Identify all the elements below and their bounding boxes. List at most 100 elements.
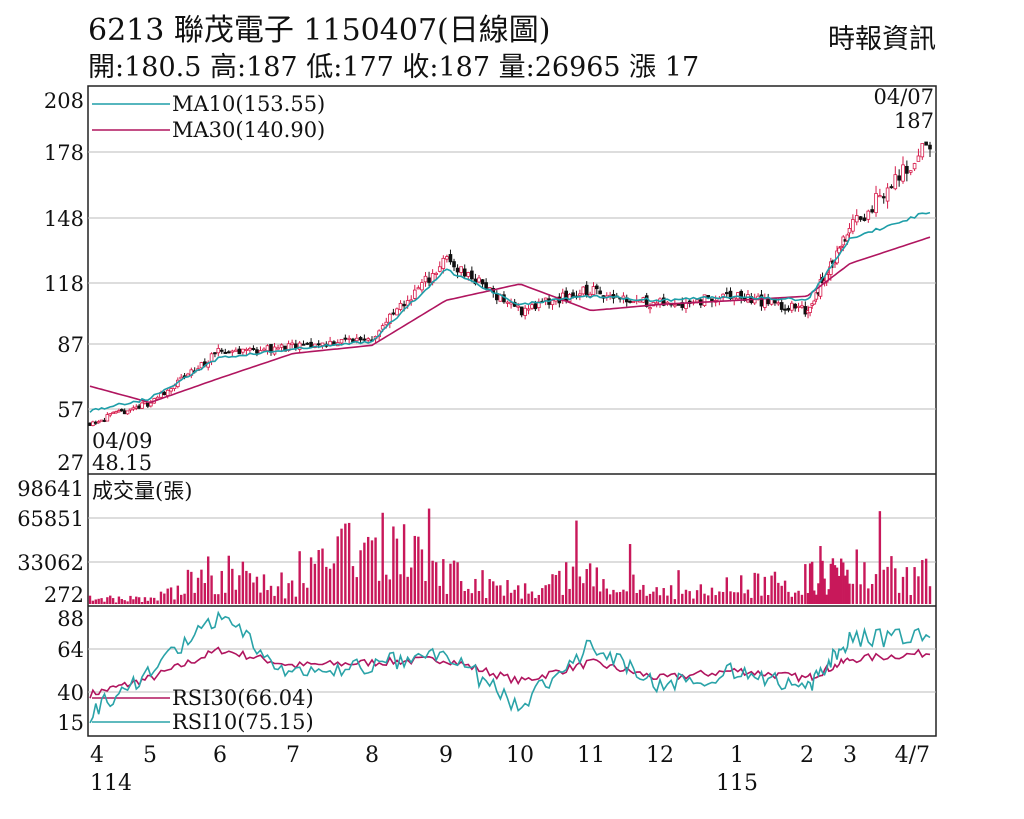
volume-bar [287,583,290,604]
volume-bar [750,597,753,604]
price-tick-57: 57 [57,398,84,422]
volume-bar [681,593,684,604]
volume-bar [245,570,248,604]
volume-bar [815,594,818,604]
volume-bar [224,592,227,604]
volume-bar [595,567,599,604]
volume-bar [173,599,176,604]
rsi10-line [89,610,931,724]
candle-body [366,338,370,341]
volume-bar [509,592,513,604]
volume-bar [585,569,588,604]
x-tick-label: 1 [730,743,744,768]
volume-bar [863,562,866,604]
candle-body [149,402,153,407]
volume-bar [499,585,502,604]
candle-body [897,175,901,181]
volume-bar [544,585,547,604]
candle-body [885,187,890,202]
volume-bar [234,589,238,604]
volume-bar [598,591,602,604]
volume-bar [666,595,669,604]
volume-bar [645,595,648,604]
candle-body [908,170,913,173]
volume-bar [669,585,673,604]
volume-bar [635,592,638,604]
candle-body [598,290,602,295]
rsi-tick-15: 15 [57,711,84,735]
volume-bar [642,584,645,604]
candle-body [644,295,649,307]
candle-body [786,307,791,311]
volume-bar [196,577,200,604]
candle-body [509,302,513,305]
candle-body [854,215,859,223]
volume-bar [878,511,882,604]
volume-bar [777,582,780,604]
volume-bar [129,595,132,604]
volume-bar [111,598,115,604]
volume-bar [763,576,767,604]
candle-body [837,247,841,254]
candle-body [99,419,104,422]
volume-bar [909,595,912,604]
candle-body [695,299,699,303]
candle-body [759,294,764,307]
candle-body [395,308,399,316]
first-value-label: 48.15 [92,451,152,475]
volume-bar [484,598,488,604]
candle-body [140,402,144,409]
candle-body [186,373,190,377]
volume-bar [241,561,245,604]
candle-body [796,305,801,308]
candle-body [137,405,141,409]
candle-body [405,300,410,306]
x-tick-label: 8 [365,743,379,768]
candle-body [455,267,460,273]
candle-body [462,268,467,277]
candle-body [216,348,221,354]
candle-body [434,272,438,275]
volume-bar [848,583,851,604]
candle-body [199,362,204,369]
volume-bar [564,562,568,604]
volume-bar [294,596,298,604]
candle-body [155,396,160,400]
volume-bar [837,575,841,604]
volume-bar [395,538,399,604]
ma30-legend: MA30(140.90) [172,118,325,142]
volume-bar [622,589,625,604]
candle-body [251,347,256,350]
volume-bar [780,585,783,604]
candle-body [213,352,217,355]
ma10-line [89,211,931,413]
volume-bar [517,585,520,604]
candle-body [793,303,797,309]
candle-body [790,302,794,311]
candle-body [702,294,707,306]
x-tick-label: 6 [213,743,227,768]
volume-bar [625,591,628,604]
candle-body [673,304,677,307]
volume-bar [385,574,388,604]
volume-bar [317,550,320,604]
volume-bar [381,512,384,604]
volume-bar [273,595,276,604]
volume-bar [829,563,833,604]
volume-bar [347,522,351,604]
candle-body [588,293,592,297]
candle-body [223,351,228,354]
candle-body [437,266,442,272]
volume-tick-272: 272 [44,583,84,607]
candle-body [523,307,527,316]
volume-bar [255,576,259,604]
volume-bar [767,595,770,604]
candle-body [294,343,298,349]
volume-bar [298,551,301,604]
volume-bar [800,594,804,604]
volume-bar [434,562,438,604]
volume-bar [808,563,812,604]
ma10-legend: MA10(153.55) [172,92,325,116]
volume-bar [825,594,828,604]
